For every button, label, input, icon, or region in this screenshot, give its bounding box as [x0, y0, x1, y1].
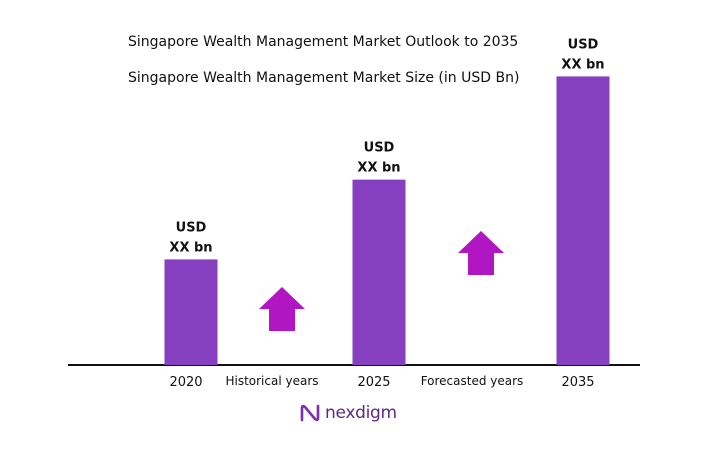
bar-2035 [556, 76, 610, 365]
data-label-currency: USD [568, 37, 599, 52]
chart-title: Singapore Wealth Management Market Outlo… [128, 34, 519, 50]
nexdigm-logo-icon [300, 404, 320, 422]
nexdigm-logo: nexdigm [299, 402, 397, 424]
logo-text: nexdigm [325, 403, 397, 423]
x-tick-label: 2035 [561, 375, 594, 390]
growth-arrow-historical [259, 287, 305, 331]
growth-arrow-forecast [458, 231, 504, 275]
data-label-currency: USD [364, 141, 395, 156]
bar-2025 [352, 179, 406, 365]
bar-2020 [164, 259, 218, 365]
data-label-currency: USD [176, 220, 207, 235]
x-tick-label: 2020 [169, 375, 202, 390]
bar-chart: USD XX bn 2020 USD XX bn 2025 USD XX bn 2035 Hist… [68, 37, 640, 390]
chart-subtitle: Singapore Wealth Management Market Size … [128, 70, 520, 86]
segment-label: Forecasted years [421, 374, 524, 388]
data-label-value: XX bn [357, 161, 400, 176]
data-label-value: XX bn [169, 240, 212, 255]
data-label-value: XX bn [561, 57, 604, 72]
x-tick-label: 2025 [357, 375, 390, 390]
segment-label: Historical years [225, 374, 318, 388]
